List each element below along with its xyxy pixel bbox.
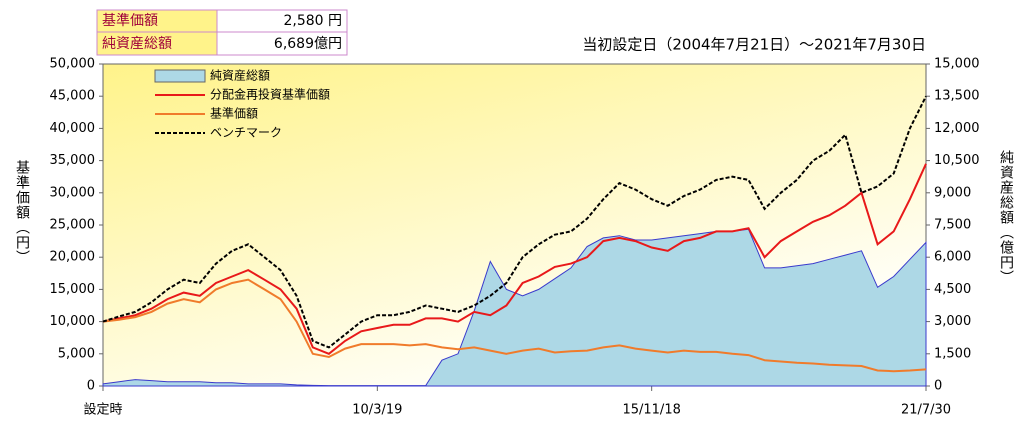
x-tick-label: 15/11/18	[622, 403, 680, 418]
area	[102, 228, 927, 387]
y-tick-label: 25,000	[50, 218, 96, 233]
y2-tick-label: 13,500	[934, 89, 980, 104]
y-tick-label: 20,000	[50, 250, 96, 265]
line	[102, 163, 927, 355]
info-value: 2,580 円	[283, 13, 342, 29]
y2-tick-label: 3,000	[934, 314, 971, 329]
line	[102, 278, 927, 373]
y-tick-label: 45,000	[50, 89, 96, 104]
y-tick-label: 0	[87, 379, 95, 394]
y-tick-label: 40,000	[50, 121, 96, 136]
x-tick-label: 設定時	[83, 402, 122, 418]
line	[102, 95, 927, 349]
y2-tick-label: 10,500	[934, 153, 980, 168]
info-label: 基準価額	[102, 12, 158, 29]
legend-label: 基準価額	[210, 106, 258, 121]
y-tick-label: 15,000	[50, 282, 96, 297]
y2-tick-label: 0	[934, 379, 942, 394]
y2-tick-label: 6,000	[934, 250, 971, 265]
y2-tick-label: 4,500	[934, 282, 971, 297]
chart-title: 当初設定日（2004年7月21日）～2021年7月30日	[582, 36, 926, 54]
legend-label: 純資産総額	[210, 68, 270, 83]
y-axis-title: 基準価額（円）	[14, 160, 30, 265]
legend-label: 分配金再投資基準価額	[210, 87, 330, 102]
y-tick-label: 30,000	[50, 185, 96, 200]
y-tick-label: 10,000	[50, 314, 96, 329]
y-tick-label: 50,000	[50, 57, 96, 72]
y2-tick-label: 12,000	[934, 121, 980, 136]
y2-tick-label: 15,000	[934, 57, 980, 72]
x-tick-label: 21/7/30	[901, 403, 951, 418]
y-tick-label: 5,000	[58, 346, 95, 361]
legend-swatch	[154, 69, 206, 83]
legend-label: ベンチマーク	[210, 126, 282, 140]
y2-axis-title: 純資産総額（億円）	[998, 150, 1014, 285]
x-tick-label: 10/3/19	[352, 403, 402, 418]
info-label: 純資産総額	[102, 36, 172, 52]
y-tick-label: 35,000	[50, 153, 96, 168]
y2-tick-label: 7,500	[934, 218, 971, 233]
y2-tick-label: 9,000	[934, 185, 971, 200]
info-value: 6,689億円	[274, 36, 342, 52]
y2-tick-label: 1,500	[934, 346, 971, 361]
